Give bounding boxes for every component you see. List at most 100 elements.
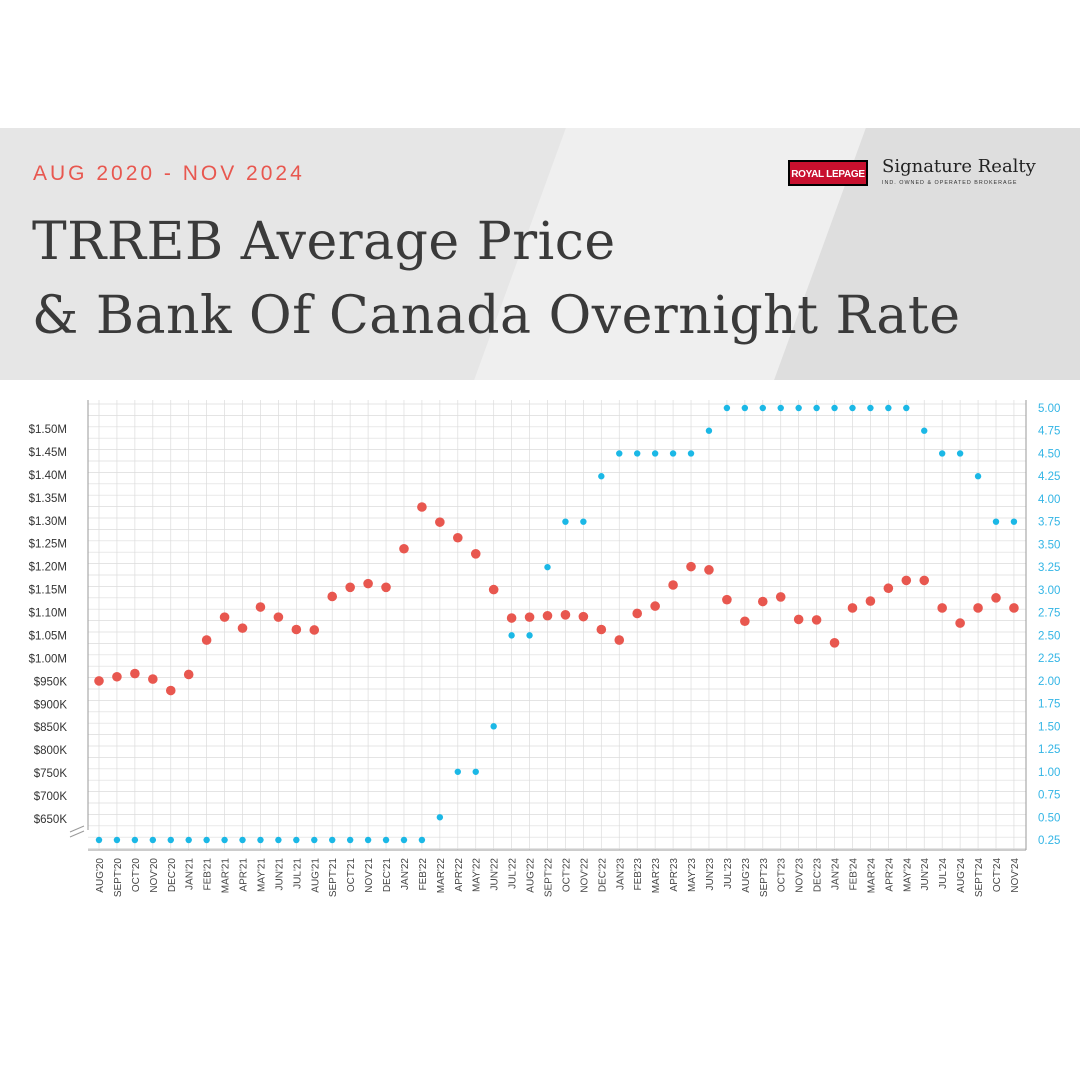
rate-point [741, 404, 749, 412]
rate-point [634, 450, 641, 457]
rate-point [526, 632, 533, 639]
x-axis-tick-label: APR'22 [454, 858, 465, 892]
x-axis-tick-label: FEB'22 [418, 858, 429, 891]
left-axis-tick-label: $1.15M [29, 585, 67, 597]
price-point [399, 543, 409, 554]
x-axis-tick-label: FEB'21 [203, 858, 214, 891]
rate-point [293, 836, 300, 844]
price-point [614, 635, 625, 645]
rate-point [974, 473, 982, 480]
price-point [883, 583, 894, 594]
left-axis-tick-label: $950K [34, 676, 68, 688]
price-point [417, 502, 427, 512]
x-axis-tick-label: OCT'24 [992, 858, 1003, 893]
brokerage-logo: ROYAL LEPAGE Signature Realty IND. OWNED… [788, 156, 1048, 194]
right-axis-tick-label: 0.75 [1038, 790, 1060, 802]
price-point [560, 610, 571, 620]
right-axis-tick-label: 5.00 [1038, 403, 1060, 415]
rate-point [544, 563, 551, 571]
x-axis-tick-label: JAN'24 [831, 858, 842, 890]
x-axis-tick-label: AUG'24 [956, 858, 967, 893]
x-axis-tick-label: NOV'24 [1010, 858, 1021, 893]
rate-point [705, 427, 713, 434]
right-axis-tick-label: 1.00 [1038, 767, 1060, 779]
x-axis-tick-label: JAN'21 [185, 858, 196, 890]
price-point [183, 669, 194, 680]
rate-point [436, 814, 444, 821]
x-axis-tick-label: JUN'21 [274, 858, 285, 891]
rate-point [346, 836, 354, 844]
price-point [829, 638, 840, 648]
price-point [165, 685, 176, 696]
x-axis-tick-label: NOV'23 [795, 858, 806, 893]
axis-break-mark [69, 825, 85, 838]
left-axis-tick-label: $800K [34, 745, 68, 757]
right-axis-tick-label: 0.50 [1038, 812, 1060, 824]
rate-point [275, 836, 282, 844]
price-point [865, 596, 876, 606]
rate-point [938, 450, 946, 457]
logo-tagline: IND. OWNED & OPERATED BROKERAGE [882, 180, 1018, 186]
price-point [686, 561, 696, 572]
price-point [740, 616, 750, 627]
rate-point [849, 404, 856, 412]
price-point [435, 517, 445, 527]
right-axis-tick-label: 1.25 [1038, 744, 1060, 756]
rate-point [364, 836, 372, 844]
royal-lepage-logo: ROYAL LEPAGE [788, 160, 868, 186]
x-axis-tick-label: AUG'22 [526, 858, 537, 893]
x-axis-tick-label: MAR'22 [436, 858, 447, 894]
x-axis-tick-label: JUL'22 [508, 858, 519, 889]
left-axis-tick-label: $1.30M [29, 516, 67, 528]
x-axis-tick-label: APR'23 [669, 858, 680, 892]
rate-point [831, 404, 838, 412]
price-point [94, 676, 104, 686]
x-axis-tick-label: DEC'21 [382, 858, 393, 893]
price-point [1009, 603, 1019, 613]
rate-point [490, 723, 497, 730]
left-axis-tick-label: $1.25M [29, 539, 67, 551]
price-point [219, 612, 230, 622]
x-axis-tick-label: NOV'20 [149, 858, 160, 893]
rate-point [311, 836, 318, 844]
price-point [919, 575, 930, 586]
rate-point [723, 404, 731, 412]
rate-point [454, 768, 461, 775]
price-point [632, 608, 642, 619]
chart-title-line-2: & Bank Of Canada Overnight Rate [32, 286, 961, 346]
x-axis-tick-label: AUG'21 [310, 858, 321, 893]
price-point [991, 593, 1001, 603]
rate-point [149, 836, 157, 844]
rate-point [777, 404, 784, 412]
x-axis-tick-label: JUN'23 [705, 858, 716, 891]
x-axis-tick-label: SEPT'24 [974, 858, 985, 898]
price-point [578, 611, 589, 622]
right-axis-tick-label: 4.50 [1038, 448, 1060, 460]
x-axis-tick-label: OCT'22 [561, 858, 572, 893]
right-axis-tick-label: 4.25 [1038, 471, 1060, 483]
price-point [453, 532, 463, 543]
price-point [345, 582, 355, 593]
x-axis-tick-label: SEPT'23 [759, 858, 770, 898]
x-axis-tick-label: FEB'24 [848, 858, 859, 891]
rate-point [508, 632, 515, 639]
rate-series [95, 404, 1018, 844]
price-point [793, 614, 804, 625]
left-axis-tick-label: $650K [34, 814, 68, 826]
price-rate-chart: $650K $700K $750K $800K $850K $900K $950K $1.00… [29, 400, 1060, 898]
rate-point [95, 836, 103, 844]
x-axis-tick-label: DEC'20 [167, 858, 178, 893]
price-point [201, 635, 212, 645]
price-point [255, 602, 266, 612]
price-point [237, 623, 248, 633]
price-point [327, 591, 338, 602]
price-point [901, 575, 912, 586]
rate-point [759, 404, 766, 412]
x-axis-tick-label: JUN'22 [490, 858, 501, 891]
rate-point [221, 836, 228, 844]
rate-point [669, 450, 677, 457]
date-range-subtitle: AUG 2020 - NOV 2024 [33, 162, 305, 185]
rate-point [616, 450, 623, 457]
left-axis-tick-label: $900K [34, 699, 68, 711]
x-axis-tick-label: APR'21 [239, 858, 250, 892]
